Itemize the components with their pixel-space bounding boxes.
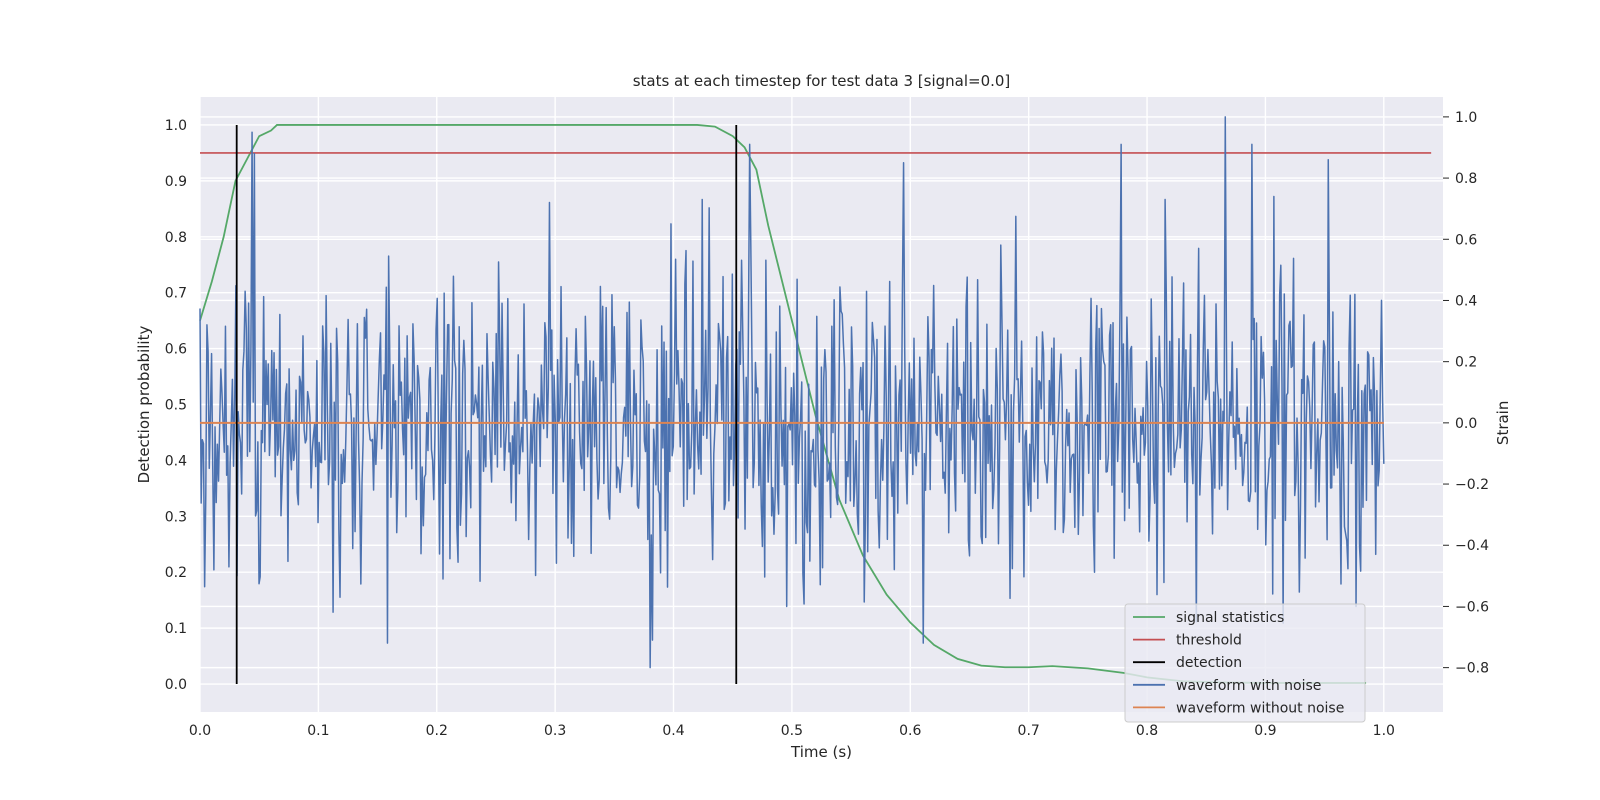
x-tick-label: 0.8 [1136,723,1158,739]
x-tick-label: 0.1 [307,723,329,739]
y-axis-title: Detection probability [135,326,153,484]
y2-tick-label: −0.8 [1455,661,1489,677]
x-tick-label: 0.3 [544,723,566,739]
y2-tick-label: −0.2 [1455,477,1489,493]
y-tick-label: 0.1 [165,621,187,637]
x-tick-label: 0.9 [1254,723,1276,739]
y-tick-label: 0.0 [165,677,187,693]
y2-tick-label: 0.4 [1455,293,1477,309]
legend[interactable]: signal statistics threshold detection wavef… [1124,603,1366,723]
y-tick-label: 0.3 [165,509,187,525]
y-tick-label: 0.4 [165,453,187,469]
y-tick-label: 0.9 [165,174,187,190]
y2-tick-label: 0.8 [1455,171,1477,187]
x-tick-label: 0.5 [781,723,803,739]
y2-tick-label: 0.6 [1455,232,1477,248]
x-tick-label: 1.0 [1373,723,1395,739]
data-series [199,116,1432,685]
y-tick-label: 0.7 [165,286,187,302]
legend-label: waveform without noise [1176,700,1344,716]
y2-tick-label: −0.4 [1455,538,1489,554]
y-tick-label: 0.5 [165,398,187,414]
x-tick-label: 0.4 [662,723,684,739]
y-tick-label: 0.8 [165,230,187,246]
grid [199,97,1443,712]
signal-statistics-line [199,124,1367,684]
y2-tick-label: 1.0 [1455,110,1477,126]
legend-box [1124,603,1366,723]
y2-axis-title: Strain [1494,401,1512,445]
legend-label: signal statistics [1176,610,1284,626]
legend-label: waveform with noise [1176,678,1321,694]
x-axis-title: Time (s) [790,743,852,761]
y-tick-label: 1.0 [165,118,187,134]
y-tick-label: 0.6 [165,342,187,358]
y-tick-label: 0.2 [165,565,187,581]
y2-tick-label: 0.0 [1455,416,1477,432]
chart-title: stats at each timestep for test data 3 [… [633,72,1011,90]
waveform-with-noise-line [199,116,1385,669]
axes: 0.0 0.1 0.2 0.3 0.4 0.5 0.6 0.7 0.8 0.9 1.0 0.0 0.1 0… [165,110,1489,739]
legend-label: threshold [1176,633,1242,649]
x-tick-label: 0.2 [426,723,448,739]
legend-label: detection [1176,655,1242,671]
x-tick-label: 0.6 [899,723,921,739]
x-tick-label: 0.0 [189,723,211,739]
x-tick-label: 0.7 [1018,723,1040,739]
y2-tick-label: −0.6 [1455,599,1489,615]
y2-tick-label: 0.2 [1455,355,1477,371]
